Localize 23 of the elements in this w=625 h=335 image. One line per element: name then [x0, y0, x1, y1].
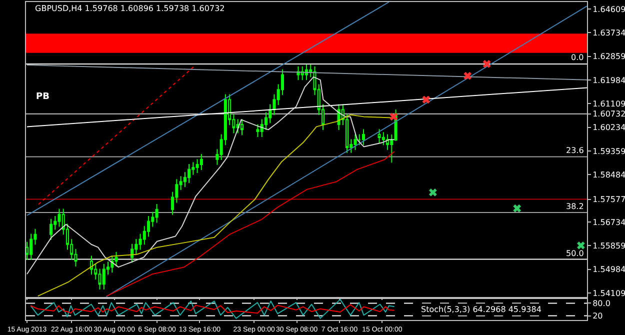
y-tick-label: 20: [592, 312, 603, 321]
text: Stoch(5,3,3) 64.2968 45.9384: [421, 305, 542, 314]
y-tick-label: 1.59359: [592, 146, 625, 156]
y-tick-label: 1.61109: [592, 100, 625, 109]
annotation: 50.0: [566, 249, 584, 258]
y-tick-label: 1.54984: [592, 265, 625, 274]
annotation: PB: [36, 92, 50, 102]
y-tick-label: 80.0: [592, 299, 610, 308]
chart-title: GBPUSD,H4 1.59768 1.60896 1.59738 1.60732: [35, 4, 225, 13]
y-tick-label: 1.55859: [592, 242, 625, 251]
y-tick-label: 1.54109: [592, 288, 625, 298]
y-tick-label: 1.61984: [592, 76, 625, 85]
annotation: 0.0: [571, 53, 584, 62]
y-tick-label: 1.60234: [592, 123, 625, 132]
y-tick-label: 1.56734: [592, 218, 625, 227]
y-tick-label: 1.63734: [592, 28, 625, 38]
y-tick-label: 1.60732: [592, 110, 625, 119]
y-tick-label: 1.57577: [592, 195, 625, 204]
y-tick-label: 1.62859: [592, 52, 625, 62]
annotation: 38.2: [566, 202, 584, 211]
annotation: 23.6: [566, 146, 584, 155]
y-tick-label: 1.58484: [592, 170, 625, 180]
y-tick-label: 1.64609: [592, 4, 625, 14]
